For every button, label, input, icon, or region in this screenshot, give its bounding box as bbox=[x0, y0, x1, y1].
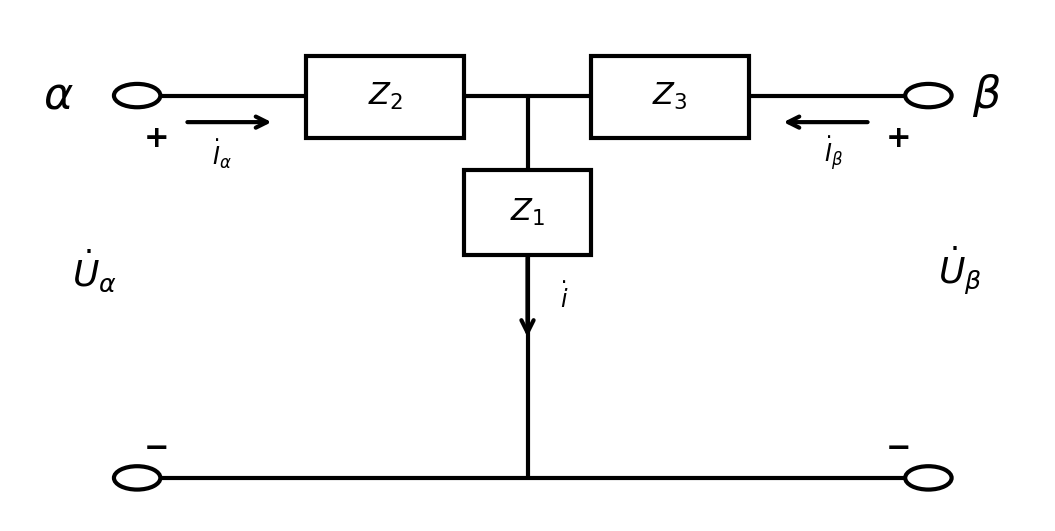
Bar bbox=[464, 170, 591, 255]
Text: $\alpha$: $\alpha$ bbox=[42, 74, 74, 117]
Text: $\dot{I}_{\alpha}$: $\dot{I}_{\alpha}$ bbox=[212, 137, 231, 171]
Text: $\dot{i}$: $\dot{i}$ bbox=[560, 282, 569, 313]
Text: −: − bbox=[143, 434, 169, 463]
Text: $\dot{U}_{\alpha}$: $\dot{U}_{\alpha}$ bbox=[73, 247, 117, 294]
Text: +: + bbox=[886, 124, 912, 152]
Bar bbox=[306, 56, 464, 138]
Text: $Z_1$: $Z_1$ bbox=[510, 197, 545, 228]
Text: $Z_2$: $Z_2$ bbox=[367, 81, 403, 113]
Bar bbox=[591, 56, 749, 138]
Text: −: − bbox=[886, 434, 912, 463]
Text: $\dot{U}_{\beta}$: $\dot{U}_{\beta}$ bbox=[938, 244, 982, 297]
Text: +: + bbox=[143, 124, 169, 152]
Text: $Z_3$: $Z_3$ bbox=[652, 81, 688, 113]
Text: $\dot{I}_{\beta}$: $\dot{I}_{\beta}$ bbox=[824, 135, 843, 173]
Text: $\beta$: $\beta$ bbox=[972, 72, 1001, 119]
